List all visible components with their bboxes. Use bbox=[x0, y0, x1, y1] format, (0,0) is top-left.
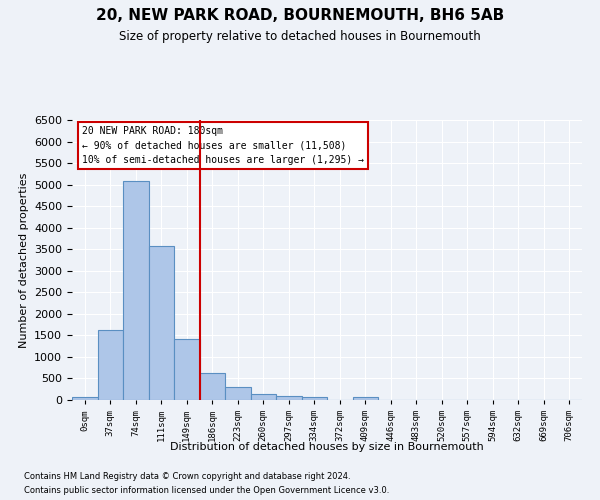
Bar bbox=[251, 394, 276, 400]
Bar bbox=[225, 387, 251, 400]
Bar bbox=[123, 182, 149, 400]
Bar bbox=[72, 397, 97, 400]
Text: Distribution of detached houses by size in Bournemouth: Distribution of detached houses by size … bbox=[170, 442, 484, 452]
Bar bbox=[276, 396, 302, 400]
Y-axis label: Number of detached properties: Number of detached properties bbox=[19, 172, 29, 348]
Bar bbox=[353, 397, 378, 400]
Text: 20 NEW PARK ROAD: 180sqm
← 90% of detached houses are smaller (11,508)
10% of se: 20 NEW PARK ROAD: 180sqm ← 90% of detach… bbox=[82, 126, 364, 165]
Bar bbox=[199, 373, 225, 400]
Bar bbox=[149, 246, 174, 400]
Text: Size of property relative to detached houses in Bournemouth: Size of property relative to detached ho… bbox=[119, 30, 481, 43]
Bar bbox=[174, 338, 199, 400]
Text: Contains public sector information licensed under the Open Government Licence v3: Contains public sector information licen… bbox=[24, 486, 389, 495]
Text: Contains HM Land Registry data © Crown copyright and database right 2024.: Contains HM Land Registry data © Crown c… bbox=[24, 472, 350, 481]
Bar bbox=[97, 330, 123, 400]
Text: 20, NEW PARK ROAD, BOURNEMOUTH, BH6 5AB: 20, NEW PARK ROAD, BOURNEMOUTH, BH6 5AB bbox=[96, 8, 504, 22]
Bar bbox=[302, 397, 327, 400]
